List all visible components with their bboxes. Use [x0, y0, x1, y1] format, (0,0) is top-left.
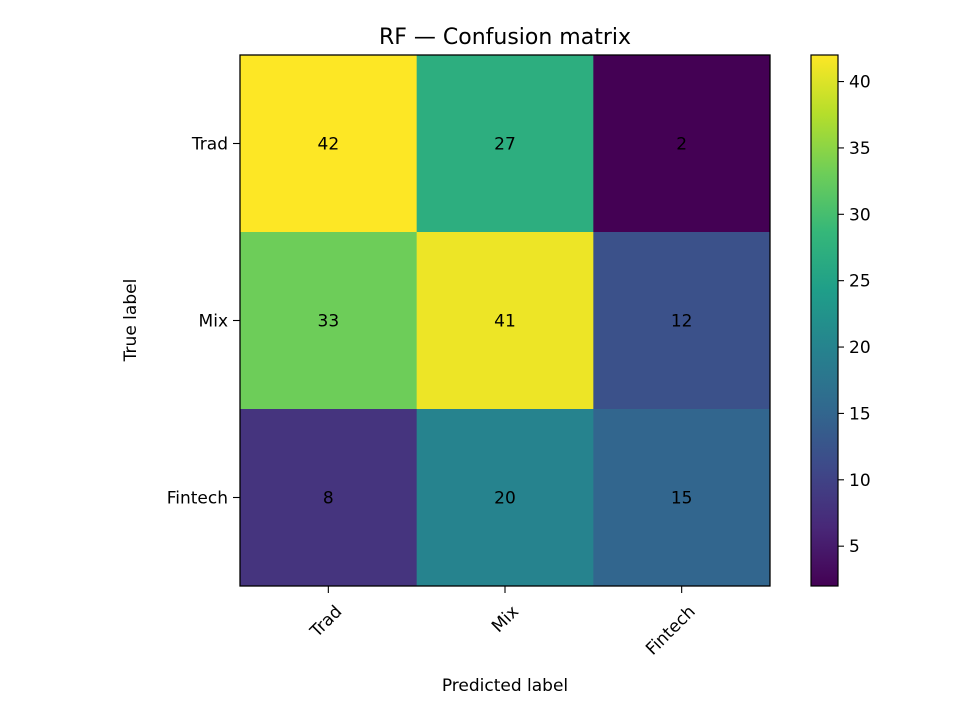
colorbar-tick-label: 10: [849, 471, 871, 491]
heatmap-cells: 42 27 2 33 41 12 8 20 15: [240, 55, 771, 587]
heatmap-cell: [416, 55, 594, 233]
cell-value-label: 2: [676, 135, 687, 155]
cell-value-label: 12: [671, 312, 693, 332]
y-tick-label: Mix: [199, 312, 228, 332]
colorbar-tick-label: 15: [849, 404, 871, 424]
cell-value-label: 8: [323, 489, 334, 509]
chart-title: RF — Confusion matrix: [379, 25, 631, 50]
heatmap-cell: [593, 55, 771, 233]
y-axis: Trad Mix Fintech: [167, 135, 240, 509]
colorbar: [810, 54, 839, 587]
y-tick-label: Trad: [191, 135, 228, 155]
colorbar-ticks: 5 10 15 20 25 30 35 40: [838, 73, 871, 557]
heatmap-cell: [240, 409, 418, 587]
cell-value-label: 27: [494, 135, 516, 155]
colorbar-tick-label: 20: [849, 338, 871, 358]
cell-value-label: 15: [671, 489, 693, 509]
heatmap-cell: [593, 232, 771, 410]
cell-value-label: 41: [494, 312, 516, 332]
colorbar-tick-label: 25: [849, 272, 871, 292]
x-axis: Trad Mix Fintech: [306, 586, 700, 659]
colorbar-tick-label: 30: [849, 205, 871, 225]
heatmap-cell: [416, 409, 594, 587]
colorbar-tick-label: 40: [849, 73, 871, 93]
heatmap-cell: [593, 409, 771, 587]
x-tick-label: Fintech: [642, 602, 699, 659]
heatmap-cell: [240, 55, 418, 233]
cell-value-label: 42: [318, 135, 340, 155]
colorbar-tick-label: 5: [849, 537, 860, 557]
x-tick-label: Mix: [488, 602, 523, 637]
y-axis-label: True label: [121, 279, 141, 363]
heatmap-cell: [416, 232, 594, 410]
cell-value-label: 20: [494, 489, 516, 509]
heatmap-cell: [240, 232, 418, 410]
colorbar-tick-label: 35: [849, 139, 871, 159]
y-tick-label: Fintech: [167, 489, 228, 509]
cell-value-label: 33: [318, 312, 340, 332]
x-tick-label: Trad: [306, 602, 346, 642]
x-axis-label: Predicted label: [442, 676, 568, 696]
